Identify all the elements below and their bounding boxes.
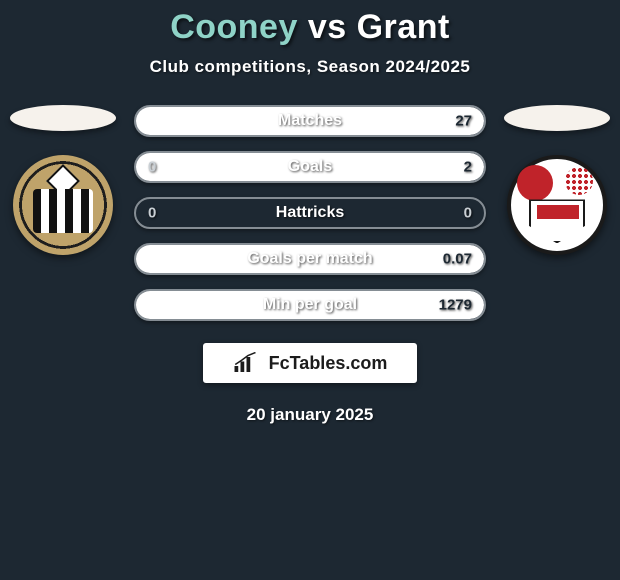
footer-date: 20 january 2025 xyxy=(0,405,620,425)
branding-box: FcTables.com xyxy=(203,343,417,383)
player2-photo-placeholder xyxy=(504,105,610,131)
page-title: Cooney vs Grant xyxy=(0,8,620,47)
stat-value-right: 0.07 xyxy=(443,251,472,268)
stat-row: Goals 0 2 xyxy=(134,151,486,183)
stat-value-right: 0 xyxy=(464,205,472,222)
stat-value-left: 0 xyxy=(148,159,156,176)
vs-text: vs xyxy=(308,8,347,46)
subtitle: Club competitions, Season 2024/2025 xyxy=(0,57,620,77)
stat-row: Min per goal 1279 xyxy=(134,289,486,321)
stat-label: Matches xyxy=(278,112,342,130)
player1-name: Cooney xyxy=(170,8,298,46)
player1-photo-placeholder xyxy=(10,105,116,131)
stat-value-right: 2 xyxy=(464,159,472,176)
branding-text: FcTables.com xyxy=(269,353,388,374)
stat-value-right: 27 xyxy=(455,113,472,130)
stat-label: Min per goal xyxy=(263,296,357,314)
right-side xyxy=(504,105,610,255)
stats-bars: Matches 27 Goals 0 2 Hattricks 0 0 Goals per mat… xyxy=(134,105,486,321)
stat-row: Hattricks 0 0 xyxy=(134,197,486,229)
main-layout: Matches 27 Goals 0 2 Hattricks 0 0 Goals per mat… xyxy=(0,105,620,321)
stat-value-right: 1279 xyxy=(439,297,472,314)
stat-label: Goals per match xyxy=(247,250,372,268)
stat-row: Goals per match 0.07 xyxy=(134,243,486,275)
player2-name: Grant xyxy=(357,8,450,46)
stat-label: Goals xyxy=(288,158,332,176)
comparison-card: Cooney vs Grant Club competitions, Seaso… xyxy=(0,0,620,425)
stat-row: Matches 27 xyxy=(134,105,486,137)
left-side xyxy=(10,105,116,255)
branding-icon xyxy=(233,352,263,374)
player2-club-badge xyxy=(507,155,607,255)
stat-label: Hattricks xyxy=(276,204,344,222)
stat-value-left: 0 xyxy=(148,205,156,222)
player1-club-badge xyxy=(13,155,113,255)
